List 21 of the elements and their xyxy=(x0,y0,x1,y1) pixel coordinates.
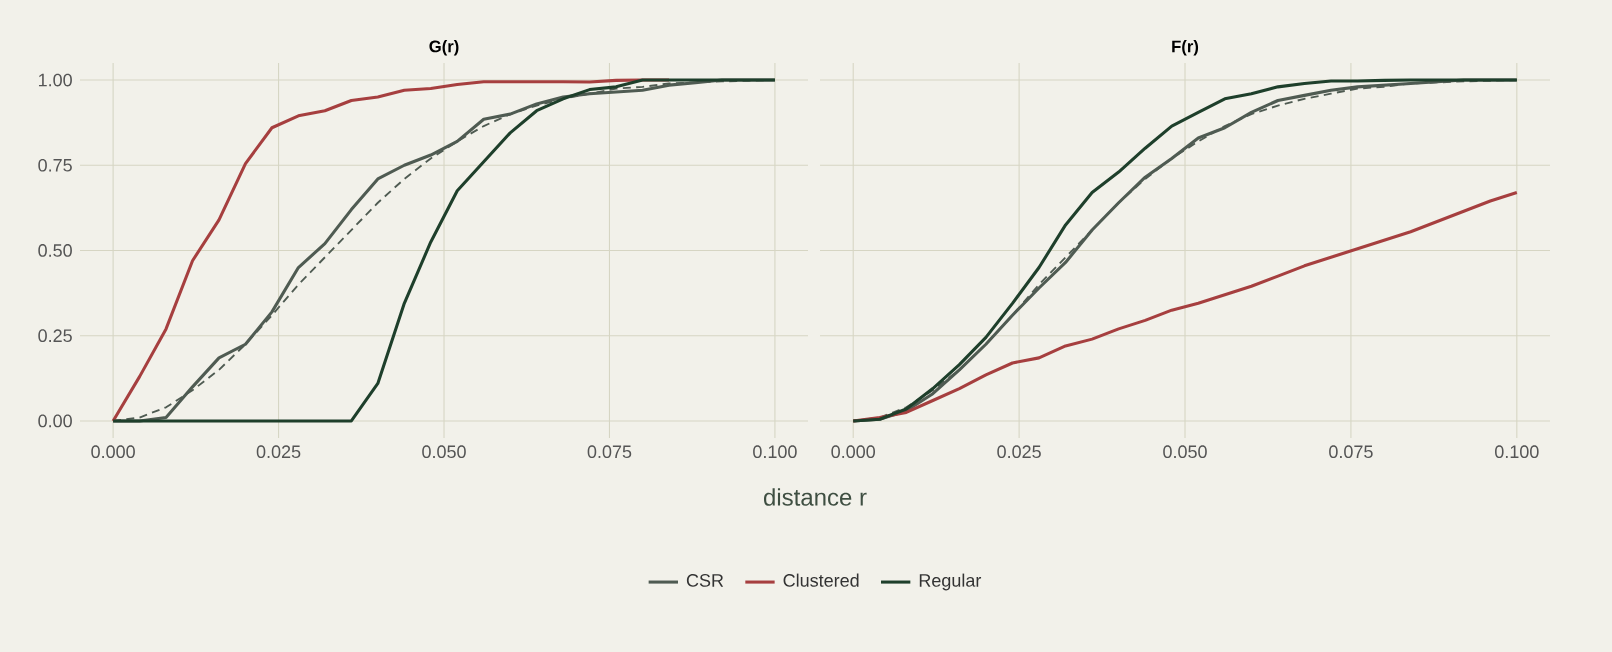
x-tick-label: 0.025 xyxy=(256,445,301,459)
y-tick-label: 0.00 xyxy=(38,414,72,428)
legend-label: Regular xyxy=(919,573,982,591)
x-tick-label: 0.000 xyxy=(91,445,135,459)
x-tick-label: 0.000 xyxy=(831,445,875,459)
x-tick-label: 0.075 xyxy=(587,445,632,459)
y-tick-label: 0.75 xyxy=(38,158,72,172)
x-tick-label: 0.050 xyxy=(422,445,466,459)
x-tick-label: 0.100 xyxy=(1495,445,1539,459)
legend-label: CSR xyxy=(686,574,724,587)
y-tick-label: 0.25 xyxy=(38,329,72,343)
y-tick-label: 0.50 xyxy=(38,244,72,257)
x-tick-label: 0.025 xyxy=(997,445,1041,459)
x-tick-label: 0.050 xyxy=(1163,445,1207,459)
x-tick-label: 0.100 xyxy=(753,445,797,459)
x-tick-label: 0.075 xyxy=(1329,445,1373,459)
x-axis-title: distance r xyxy=(763,488,867,506)
y-tick-label: 1.00 xyxy=(38,73,72,87)
legend-label: Clustered xyxy=(783,573,859,587)
chart-title: F(r) xyxy=(1172,40,1199,56)
chart-title: G(r) xyxy=(429,40,459,56)
